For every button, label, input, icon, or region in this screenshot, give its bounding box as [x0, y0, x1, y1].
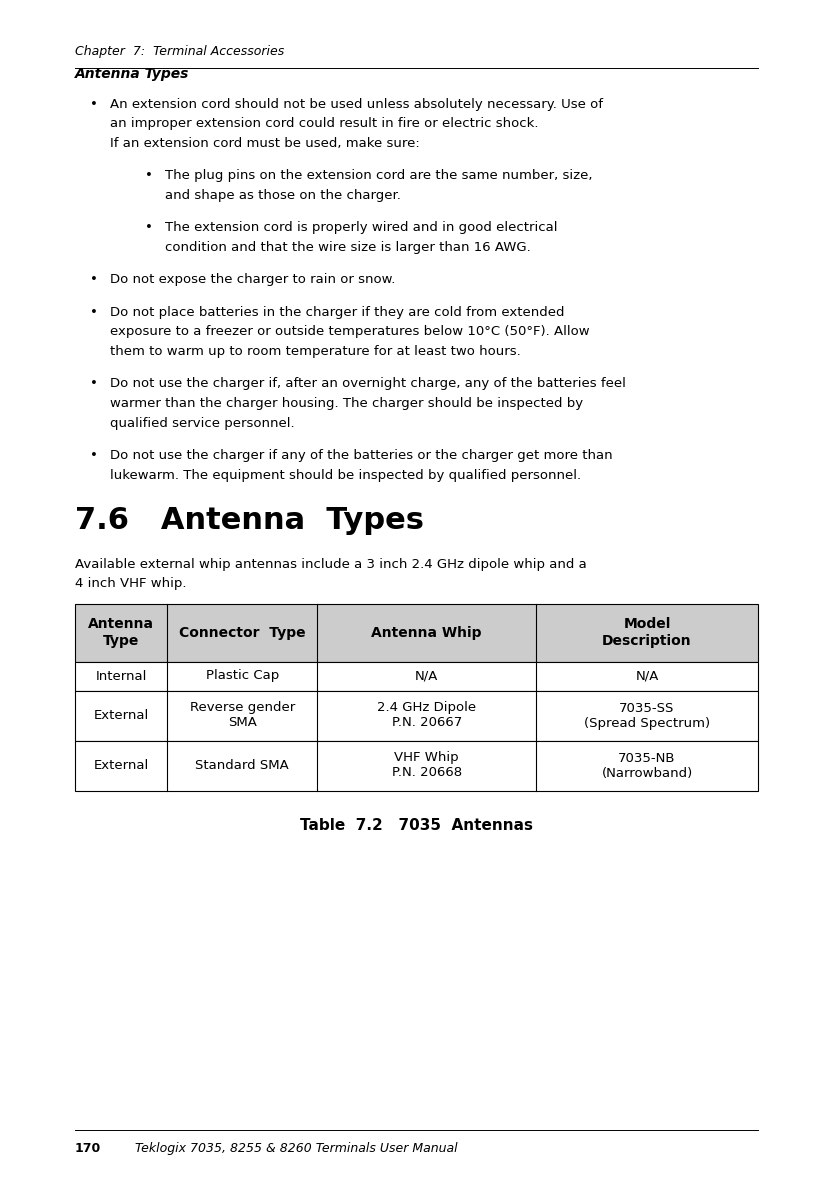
Text: 170: 170 [75, 1142, 102, 1155]
Text: •: • [90, 273, 97, 286]
Text: warmer than the charger housing. The charger should be inspected by: warmer than the charger housing. The cha… [110, 397, 583, 411]
Bar [75, 691, 758, 741]
Text: N/A: N/A [415, 669, 438, 682]
Text: Plastic Cap: Plastic Cap [206, 669, 279, 682]
Text: Chapter  7:  Terminal Accessories: Chapter 7: Terminal Accessories [75, 45, 284, 57]
Bar [75, 603, 758, 662]
Text: Teklogix 7035, 8255 & 8260 Terminals User Manual: Teklogix 7035, 8255 & 8260 Terminals Use… [135, 1142, 457, 1155]
Text: an improper extension cord could result in fire or electric shock.: an improper extension cord could result … [110, 117, 538, 130]
Text: Available external whip antennas include a 3 inch 2.4 GHz dipole whip and a: Available external whip antennas include… [75, 558, 586, 571]
Text: condition and that the wire size is larger than 16 AWG.: condition and that the wire size is larg… [165, 241, 531, 254]
Text: Internal: Internal [96, 669, 147, 682]
Text: External: External [93, 709, 149, 722]
Text: Connector  Type: Connector Type [179, 626, 306, 639]
Text: Antenna Types: Antenna Types [75, 67, 189, 81]
Text: them to warm up to room temperature for at least two hours.: them to warm up to room temperature for … [110, 345, 521, 358]
Text: lukewarm. The equipment should be inspected by qualified personnel.: lukewarm. The equipment should be inspec… [110, 468, 581, 481]
Text: qualified service personnel.: qualified service personnel. [110, 417, 295, 430]
Text: Do not expose the charger to rain or snow.: Do not expose the charger to rain or sno… [110, 273, 396, 286]
Text: VHF Whip
P.N. 20668: VHF Whip P.N. 20668 [392, 752, 461, 779]
Text: If an extension cord must be used, make sure:: If an extension cord must be used, make … [110, 136, 420, 150]
Text: Antenna Whip: Antenna Whip [372, 626, 482, 639]
Text: An extension cord should not be used unless absolutely necessary. Use of: An extension cord should not be used unl… [110, 98, 603, 111]
Text: •: • [145, 170, 153, 182]
Text: Do not use the charger if, after an overnight charge, any of the batteries feel: Do not use the charger if, after an over… [110, 377, 626, 390]
Text: Antenna
Type: Antenna Type [88, 618, 154, 648]
Text: Model
Description: Model Description [602, 618, 692, 648]
Text: The extension cord is properly wired and in good electrical: The extension cord is properly wired and… [165, 221, 557, 235]
Text: Do not use the charger if any of the batteries or the charger get more than: Do not use the charger if any of the bat… [110, 449, 612, 462]
Text: 7035-NB
(Narrowband): 7035-NB (Narrowband) [601, 752, 692, 779]
Text: and shape as those on the charger.: and shape as those on the charger. [165, 189, 401, 202]
Text: Table  7.2   7035  Antennas: Table 7.2 7035 Antennas [300, 819, 533, 833]
Text: •: • [90, 449, 97, 462]
Text: Do not place batteries in the charger if they are cold from extended: Do not place batteries in the charger if… [110, 306, 565, 318]
Bar [75, 741, 758, 790]
Text: •: • [145, 221, 153, 235]
Text: Standard SMA: Standard SMA [196, 759, 289, 772]
Text: External: External [93, 759, 149, 772]
Bar [75, 662, 758, 691]
Text: N/A: N/A [636, 669, 659, 682]
Text: 7.6   Antenna  Types: 7.6 Antenna Types [75, 506, 424, 535]
Text: •: • [90, 306, 97, 318]
Text: •: • [90, 98, 97, 111]
Text: The plug pins on the extension cord are the same number, size,: The plug pins on the extension cord are … [165, 170, 592, 182]
Text: 4 inch VHF whip.: 4 inch VHF whip. [75, 577, 187, 590]
Text: 2.4 GHz Dipole
P.N. 20667: 2.4 GHz Dipole P.N. 20667 [377, 701, 476, 729]
Text: 7035-SS
(Spread Spectrum): 7035-SS (Spread Spectrum) [584, 701, 710, 729]
Text: •: • [90, 377, 97, 390]
Text: Reverse gender
SMA: Reverse gender SMA [190, 701, 295, 729]
Text: exposure to a freezer or outside temperatures below 10°C (50°F). Allow: exposure to a freezer or outside tempera… [110, 326, 590, 339]
